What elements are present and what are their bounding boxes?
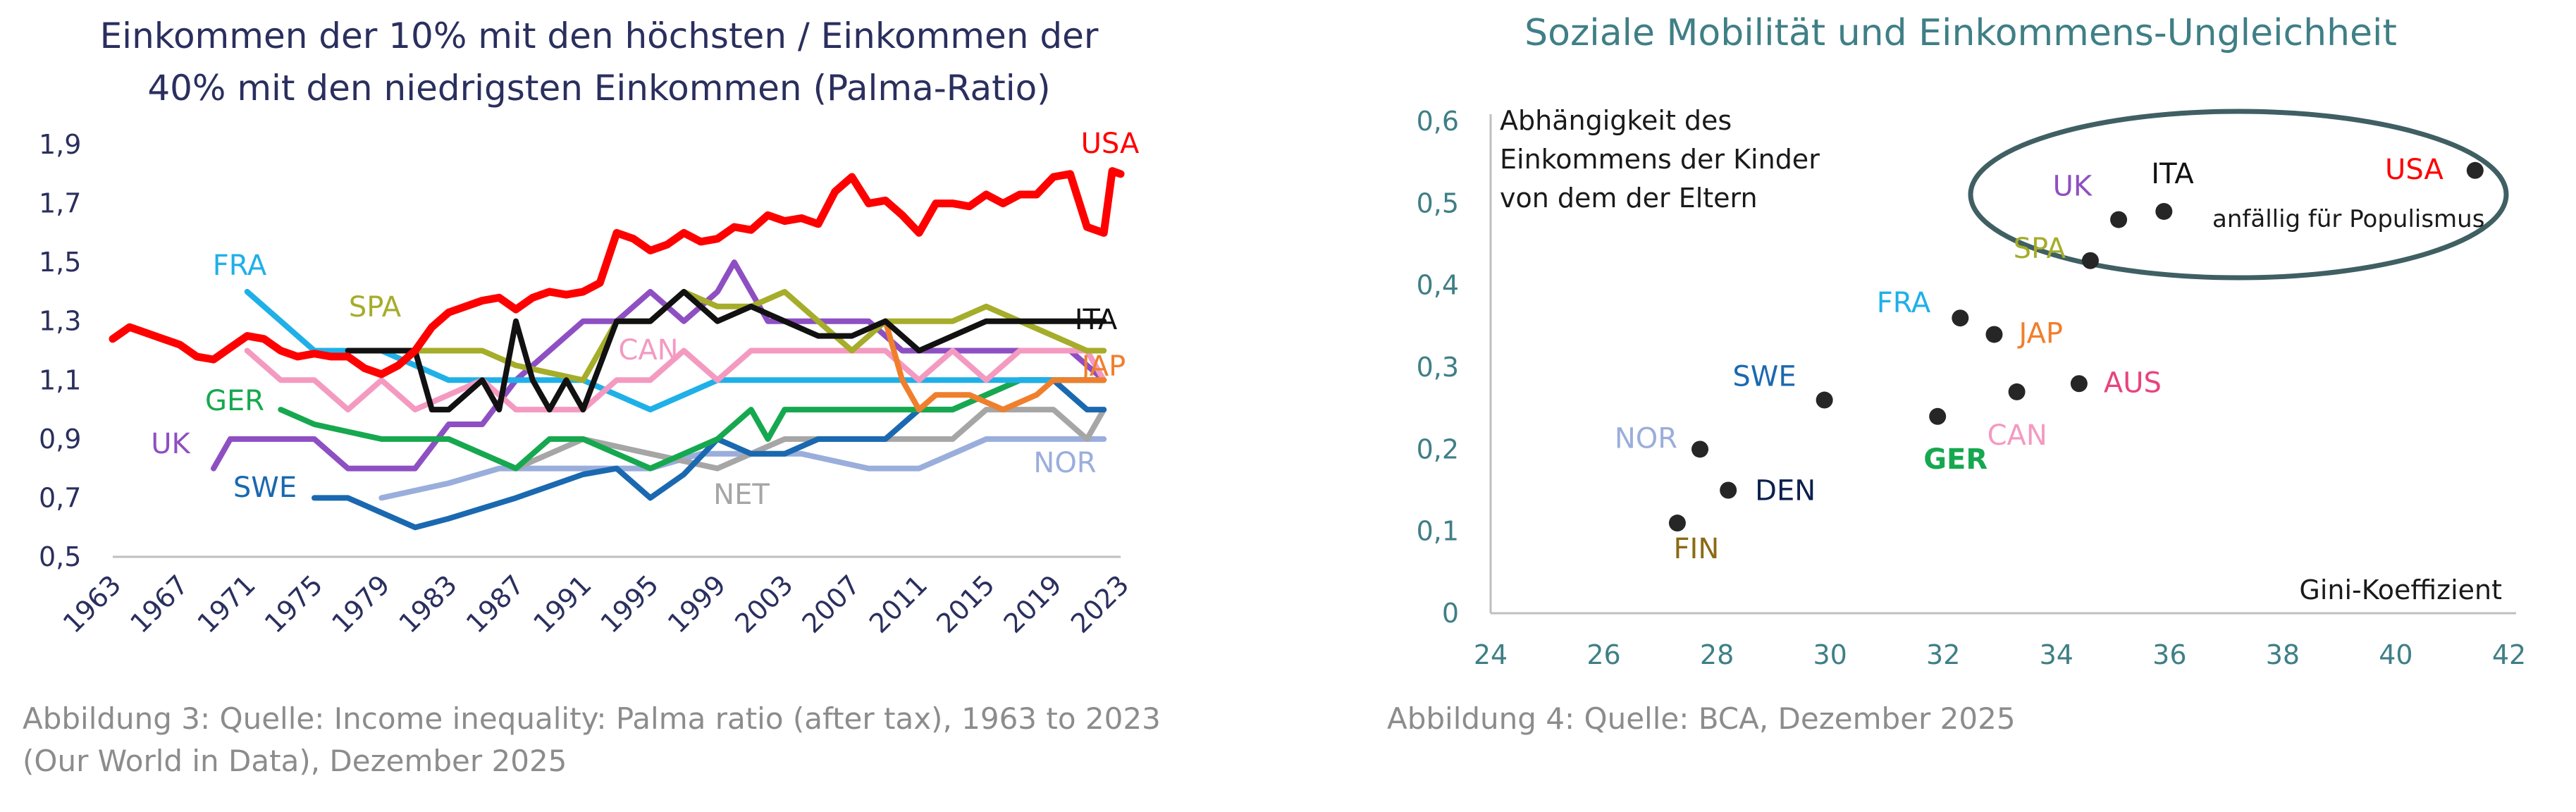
scatter-label-ita: ITA [2151, 158, 2194, 190]
chart1-xtick: 1983 [393, 569, 464, 639]
chart1-xtick: 2007 [796, 569, 867, 639]
chart2-ytick: 0,5 [1417, 187, 1459, 219]
chart1-ytick: 0,7 [39, 482, 81, 513]
chart2-xtick: 34 [2040, 639, 2073, 670]
chart2-ytick: 0,1 [1417, 516, 1459, 547]
chart1-xtick: 2011 [863, 569, 934, 639]
chart1-xtick: 2019 [998, 569, 1068, 639]
chart1-xtick: 1999 [662, 569, 732, 639]
chart1-title-line-1: 40% mit den niedrigsten Einkommen (Palma… [147, 68, 1050, 109]
chart2-xtick: 24 [1474, 639, 1508, 670]
series-line-jap [882, 318, 1107, 413]
series-label-fra: FRA [213, 250, 267, 282]
palma-ratio-chart: Einkommen der 10% mit den höchsten / Ein… [39, 16, 1140, 639]
chart2-xtick: 26 [1586, 639, 1620, 670]
chart1-xtick: 1975 [259, 569, 329, 639]
populism-ellipse [1968, 109, 2509, 281]
series-label-ita: ITA [1075, 304, 1118, 336]
chart1-xtick: 1963 [57, 569, 128, 639]
chart1-xtick: 1971 [192, 569, 262, 639]
scatter-label-usa: USA [2385, 154, 2443, 186]
chart2-title: Soziale Mobilität und Einkommens-Ungleic… [1524, 12, 2397, 54]
scatter-label-aus: AUS [2104, 367, 2162, 399]
chart1-xtick: 1967 [124, 569, 195, 639]
scatter-point-uk [2110, 211, 2128, 228]
chart2-xtick: 30 [1813, 639, 1847, 670]
chart1-xtick: 1979 [326, 569, 396, 639]
populism-annotation: anfällig für Populismus [2212, 205, 2484, 233]
scatter-label-den: DEN [1755, 475, 1816, 508]
chart1-ytick: 0,5 [39, 541, 81, 572]
chart1-ytick: 1,1 [39, 364, 81, 395]
scatter-label-nor: NOR [1615, 422, 1677, 455]
scatter-label-ger: GER [1923, 443, 1988, 476]
chart2-ylabel-line-2: von dem der Eltern [1500, 183, 1758, 214]
chart1-ytick: 1,3 [39, 306, 81, 337]
series-line-usa [109, 167, 1125, 379]
mobility-inequality-chart: Soziale Mobilität und Einkommens-Ungleic… [1417, 12, 2527, 670]
scatter-label-spa: SPA [2014, 233, 2066, 265]
series-label-ger: GER [205, 385, 264, 417]
chart2-ylabel-line-0: Abhängigkeit des [1500, 105, 1732, 136]
chart2-ytick: 0,4 [1417, 270, 1459, 301]
scatter-label-can: CAN [1988, 419, 2047, 452]
chart1-xtick: 2015 [930, 569, 1001, 639]
chart1-xtick: 2023 [1065, 569, 1135, 639]
series-line-can [244, 347, 1107, 413]
scatter-point-jap [1985, 326, 2003, 343]
series-line-ita [345, 288, 1107, 413]
scatter-point-spa [2081, 252, 2099, 269]
chart2-xlabel: Gini-Koeffizient [2299, 574, 2502, 605]
scatter-point-fin [1668, 515, 1686, 532]
scatter-point-ger [1929, 407, 1947, 425]
chart2-ytick: 0,3 [1417, 352, 1459, 383]
scatter-label-uk: UK [2053, 171, 2093, 203]
chart1-xtick: 1995 [595, 569, 665, 639]
scatter-point-ita [2155, 202, 2173, 220]
chart2-ytick: 0,2 [1417, 433, 1459, 465]
chart2-ytick: 0,6 [1417, 106, 1459, 137]
scatter-point-swe [1816, 391, 1833, 409]
scatter-label-fin: FIN [1674, 533, 1720, 565]
chart1-xtick: 2003 [729, 569, 799, 639]
chart2-ytick: 0 [1442, 598, 1459, 629]
series-label-uk: UK [151, 428, 191, 460]
scatter-label-jap: JAP [2016, 317, 2063, 350]
chart2-xtick: 38 [2266, 639, 2300, 670]
series-label-nor: NOR [1033, 447, 1096, 479]
scatter-point-fra [1952, 309, 1969, 327]
scatter-label-fra: FRA [1877, 287, 1931, 319]
series-label-jap: JAP [1080, 350, 1126, 383]
chart2-xtick: 42 [2492, 639, 2526, 670]
scatter-point-can [2008, 383, 2026, 400]
series-label-swe: SWE [233, 472, 297, 504]
caption-left: Abbildung 3: Quelle: Income inequality: … [23, 701, 1161, 778]
series-label-can: CAN [618, 334, 678, 367]
chart2-ylabel-line-1: Einkommens der Kinder [1500, 144, 1820, 175]
series-label-spa: SPA [349, 291, 402, 324]
scatter-point-usa [2466, 161, 2484, 179]
chart2-xtick: 28 [1700, 639, 1734, 670]
chart1-xtick: 1987 [460, 569, 531, 639]
chart1-ytick: 1,7 [39, 188, 81, 219]
scatter-point-den [1720, 481, 1737, 499]
series-line-spa [378, 288, 1107, 383]
chart2-xtick: 40 [2379, 639, 2412, 670]
scatter-point-aus [2070, 375, 2088, 393]
series-label-net: NET [713, 479, 770, 511]
chart1-xtick: 1991 [527, 569, 598, 639]
scatter-label-swe: SWE [1732, 361, 1796, 393]
chart1-ytick: 0,9 [39, 424, 81, 455]
chart1-ytick: 1,9 [39, 129, 81, 160]
series-label-usa: USA [1081, 128, 1140, 160]
scatter-point-nor [1691, 441, 1709, 458]
chart2-xtick: 32 [1926, 639, 1960, 670]
chart1-title-line-0: Einkommen der 10% mit den höchsten / Ein… [100, 16, 1099, 56]
chart1-ytick: 1,5 [39, 247, 81, 278]
chart2-xtick: 36 [2152, 639, 2186, 670]
caption-right: Abbildung 4: Quelle: BCA, Dezember 2025 [1387, 701, 2016, 736]
